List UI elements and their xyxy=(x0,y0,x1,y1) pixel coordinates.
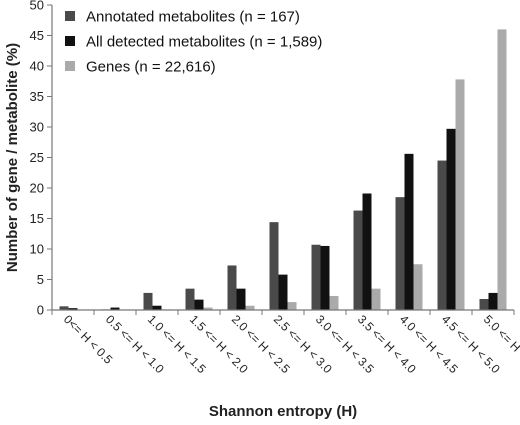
bar-1-6 xyxy=(269,222,279,310)
bar-2-4 xyxy=(194,299,204,310)
y-tick-label: 50 xyxy=(30,0,44,13)
bar-3-6 xyxy=(287,302,297,310)
bar-2-10 xyxy=(446,128,456,310)
bar-2-1 xyxy=(68,308,78,310)
bar-3-11 xyxy=(497,29,507,311)
bar-1-9 xyxy=(395,197,405,310)
bar-2-7 xyxy=(320,245,330,310)
bars-group xyxy=(59,29,507,311)
bar-1-5 xyxy=(227,265,237,310)
bar-3-10 xyxy=(455,79,465,310)
legend: Annotated metabolites (n = 167) All detec… xyxy=(65,9,322,76)
bar-1-7 xyxy=(311,244,321,310)
bar-1-10 xyxy=(437,160,447,310)
bar-1-1 xyxy=(59,306,69,310)
legend-swatch xyxy=(65,61,75,71)
y-tick-label: 20 xyxy=(30,181,44,196)
bar-1-4 xyxy=(185,288,195,310)
bar-3-5 xyxy=(245,305,255,310)
y-ticks-group: 0 5 10 15 20 25 30 35 40 45 50 xyxy=(30,0,52,318)
y-tick-label: 0 xyxy=(37,303,44,318)
bar-2-2 xyxy=(110,307,120,310)
bar-3-8 xyxy=(371,288,381,310)
bar-2-6 xyxy=(278,274,288,310)
bar-1-3 xyxy=(143,292,153,310)
y-tick-label: 25 xyxy=(30,150,44,165)
x-ticks-group: 0<= H < 0.50.5 <= H < 1.01.0 <= H < 1.51… xyxy=(51,310,520,376)
legend-swatch xyxy=(65,11,75,21)
y-tick-label: 35 xyxy=(30,89,44,104)
legend-label: All detected metabolites (n = 1,589) xyxy=(86,34,322,51)
x-axis-title: Shannon entropy (H) xyxy=(209,403,357,420)
y-tick-label: 15 xyxy=(30,211,44,226)
bar-2-9 xyxy=(404,153,414,310)
bar-3-4 xyxy=(203,307,213,310)
bar-2-3 xyxy=(152,305,162,310)
y-tick-label: 30 xyxy=(30,120,44,135)
bar-1-11 xyxy=(479,299,489,310)
bar-2-5 xyxy=(236,288,246,310)
bar-2-11 xyxy=(488,292,498,310)
y-tick-label: 45 xyxy=(30,28,44,43)
bar-3-7 xyxy=(329,295,339,310)
bar-3-9 xyxy=(413,264,423,310)
bar-2-8 xyxy=(362,193,372,310)
y-tick-label: 10 xyxy=(30,242,44,257)
y-axis-title: Number of gene / metabolite (%) xyxy=(4,43,21,272)
y-tick-label: 40 xyxy=(30,59,44,74)
bar-1-8 xyxy=(353,210,363,310)
legend-swatch xyxy=(65,36,75,46)
y-tick-label: 5 xyxy=(37,272,44,287)
legend-label: Annotated metabolites (n = 167) xyxy=(86,9,300,26)
legend-label: Genes (n = 22,616) xyxy=(86,59,216,76)
